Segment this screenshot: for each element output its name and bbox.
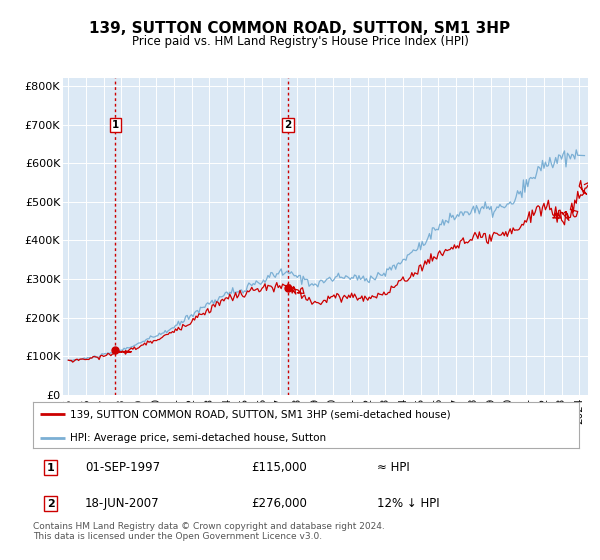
Text: 139, SUTTON COMMON ROAD, SUTTON, SM1 3HP: 139, SUTTON COMMON ROAD, SUTTON, SM1 3HP <box>89 21 511 36</box>
Text: 1: 1 <box>112 120 119 130</box>
Text: 2: 2 <box>284 120 292 130</box>
Text: 01-SEP-1997: 01-SEP-1997 <box>85 461 160 474</box>
Text: ≈ HPI: ≈ HPI <box>377 461 410 474</box>
Text: 12% ↓ HPI: 12% ↓ HPI <box>377 497 440 510</box>
Text: £115,000: £115,000 <box>251 461 307 474</box>
Text: HPI: Average price, semi-detached house, Sutton: HPI: Average price, semi-detached house,… <box>70 433 326 443</box>
Text: 18-JUN-2007: 18-JUN-2007 <box>85 497 160 510</box>
Text: 2: 2 <box>47 499 55 509</box>
Text: £276,000: £276,000 <box>251 497 307 510</box>
Text: 139, SUTTON COMMON ROAD, SUTTON, SM1 3HP (semi-detached house): 139, SUTTON COMMON ROAD, SUTTON, SM1 3HP… <box>70 409 451 419</box>
Text: 1: 1 <box>47 463 55 473</box>
Text: Price paid vs. HM Land Registry's House Price Index (HPI): Price paid vs. HM Land Registry's House … <box>131 35 469 48</box>
Text: Contains HM Land Registry data © Crown copyright and database right 2024.
This d: Contains HM Land Registry data © Crown c… <box>33 522 385 542</box>
